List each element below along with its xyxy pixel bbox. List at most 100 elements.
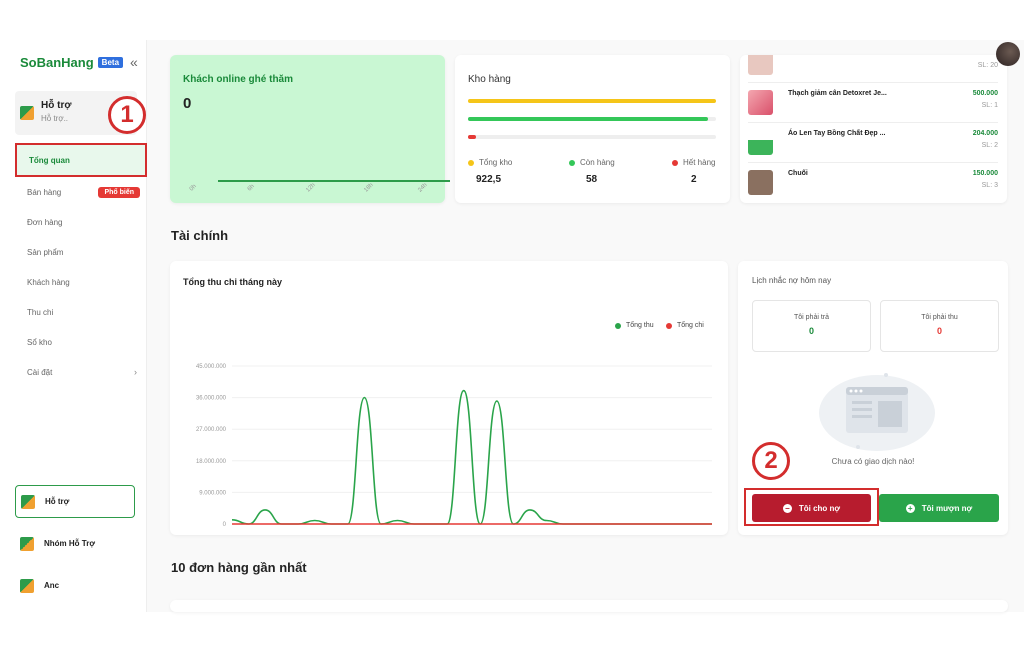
receive-value: 0 — [936, 326, 942, 336]
menu-item-cashflow[interactable]: Thu chi — [15, 297, 147, 327]
stat-out-stock: Hết hàng — [672, 158, 715, 167]
online-tick: 24h — [417, 182, 429, 194]
beta-badge: Beta — [97, 57, 124, 68]
logo[interactable]: SoBanHang Beta — [20, 55, 124, 70]
green-dot-icon — [615, 322, 621, 329]
y-tick-label: 18.000.000 — [196, 459, 227, 465]
store-avatar-icon — [20, 578, 34, 593]
out-stock-bar — [468, 135, 476, 139]
finance-section-title: Tài chính — [171, 228, 229, 243]
online-title: Khách online ghé thăm — [183, 74, 294, 85]
annotation-highlight-lend — [744, 488, 879, 526]
menu-label: Sản phẩm — [27, 247, 64, 257]
series-line-income — [231, 389, 712, 525]
menu-label: Thu chi — [27, 307, 54, 317]
recent-orders-title: 10 đơn hàng gần nhất — [171, 560, 307, 575]
sidebar: SoBanHang Beta « Hỗ trợ Hỗ trợ.. Tổng qu… — [0, 40, 147, 612]
store-avatar-icon — [20, 106, 34, 120]
user-name: Hỗ trợ — [41, 100, 72, 111]
main-content: Khách online ghé thăm 0 0h 6h 12h 18h 24… — [147, 40, 1024, 612]
i-must-pay-box[interactable]: Tôi phải trả 0 — [752, 300, 871, 352]
pay-label: Tôi phải trả — [793, 314, 830, 321]
stat-label: Tổng kho — [479, 158, 513, 167]
finance-chart-title: Tổng thu chi tháng này — [183, 277, 282, 287]
menu-label: Sổ kho — [27, 337, 52, 347]
menu-item-overview[interactable]: Tổng quan — [15, 143, 147, 177]
warehouse-title: Kho hàng — [468, 74, 511, 85]
menu-item-customers[interactable]: Khách hàng — [15, 267, 147, 297]
y-tick-label: 0 — [223, 522, 227, 528]
online-value: 0 — [183, 95, 192, 112]
logo-text: SoBanHang — [20, 55, 94, 70]
support-link[interactable]: Hỗ trợ — [15, 485, 135, 518]
plus-circle-icon: + — [905, 503, 915, 513]
debt-title: Lịch nhắc nợ hôm nay — [752, 276, 832, 285]
lend-label: Tôi cho nợ — [798, 503, 841, 513]
menu-item-settings[interactable]: Cài đặt › — [15, 357, 147, 387]
product-thumbnail — [748, 55, 773, 75]
product-price: 500.000 — [972, 90, 998, 97]
lend-debt-button[interactable]: − Tôi cho nợ — [752, 494, 871, 522]
menu-item-sales[interactable]: Bán hàng Phổ biến — [15, 177, 147, 207]
menu-label: Khách hàng — [27, 277, 70, 287]
minus-circle-icon: − — [782, 503, 792, 513]
legend-expense[interactable]: Tổng chi — [666, 322, 704, 329]
product-thumbnail — [748, 170, 773, 195]
main-menu: Tổng quan Bán hàng Phổ biến Đơn hàng Sản … — [15, 142, 147, 387]
legend-label: Tổng thu — [626, 322, 654, 329]
yellow-dot-icon — [468, 159, 474, 166]
legend-label: Tổng chi — [677, 322, 704, 329]
online-tick: 6h — [246, 183, 256, 193]
out-stock-bar-track — [468, 135, 716, 139]
support-group-label: Nhóm Hỗ Trợ — [44, 539, 96, 548]
collapse-sidebar-icon[interactable]: « — [130, 54, 138, 70]
online-tick: 0h — [188, 183, 198, 193]
product-qty: SL: 2 — [981, 142, 998, 149]
stat-label: Còn hàng — [580, 158, 615, 167]
product-thumbnail — [748, 130, 773, 155]
product-qty: SL: 3 — [981, 182, 998, 189]
y-tick-label: 36.000.000 — [196, 396, 227, 402]
stat-in-stock: Còn hàng — [569, 158, 615, 167]
finance-line-chart: 0 9.000.000 18.000.000 27.000.000 36.000.000… — [196, 364, 712, 528]
stat-label: Hết hàng — [683, 158, 716, 167]
online-line — [218, 180, 450, 182]
menu-label: Cài đặt — [27, 367, 53, 377]
receive-label: Tôi phải thu — [921, 314, 958, 321]
empty-transactions-illustration — [819, 373, 935, 451]
annotation-step-2: 2 — [752, 442, 790, 480]
in-stock-bar — [468, 117, 708, 121]
green-dot-icon — [569, 159, 575, 166]
menu-item-stock-book[interactable]: Sổ kho — [15, 327, 147, 357]
i-must-receive-box[interactable]: Tôi phải thu 0 — [880, 300, 999, 352]
product-qty: SL: 20 — [977, 62, 998, 69]
legend-income[interactable]: Tổng thu — [615, 322, 654, 329]
borrow-label: Tôi mượn nợ — [921, 503, 973, 513]
product-price: 150.000 — [972, 170, 998, 177]
red-dot-icon — [666, 322, 672, 329]
y-tick-label: 45.000.000 — [196, 364, 227, 370]
product-price: 204.000 — [972, 130, 998, 137]
finance-chart-card: Tổng thu chi tháng này Tổng thu Tổng chi… — [170, 261, 728, 535]
product-name: Áo Len Tay Bồng Chất Đẹp ... — [788, 130, 886, 137]
account-avatar[interactable] — [996, 42, 1020, 66]
menu-label: Đơn hàng — [27, 217, 63, 227]
product-row[interactable]: Chuối 150.000 SL: 3 — [748, 163, 998, 203]
recent-orders-card — [170, 600, 1008, 612]
menu-item-orders[interactable]: Đơn hàng — [15, 207, 147, 237]
online-tick: 18h — [363, 182, 375, 194]
stat-total: Tổng kho — [468, 158, 512, 167]
user-sub: Hỗ trợ.. — [41, 114, 69, 123]
product-row[interactable]: Áo Len Tay Bồng Chất Đẹp ... 204.000 SL:… — [748, 123, 998, 163]
borrow-debt-button[interactable]: + Tôi mượn nợ — [879, 494, 999, 522]
store-avatar-icon — [20, 536, 34, 551]
product-qty: SL: 1 — [981, 102, 998, 109]
product-row[interactable]: SL: 20 — [748, 55, 998, 83]
support-group-link[interactable]: Nhóm Hỗ Trợ — [15, 527, 135, 560]
online-visitors-card: Khách online ghé thăm 0 0h 6h 12h 18h 24… — [170, 55, 450, 203]
store-anc-link[interactable]: Anc — [15, 569, 135, 602]
store-anc-label: Anc — [44, 581, 60, 590]
pay-value: 0 — [808, 326, 814, 336]
menu-item-products[interactable]: Sản phẩm — [15, 237, 147, 267]
product-row[interactable]: Thạch giảm cân Detoxret Je... 500.000 SL… — [748, 83, 998, 123]
